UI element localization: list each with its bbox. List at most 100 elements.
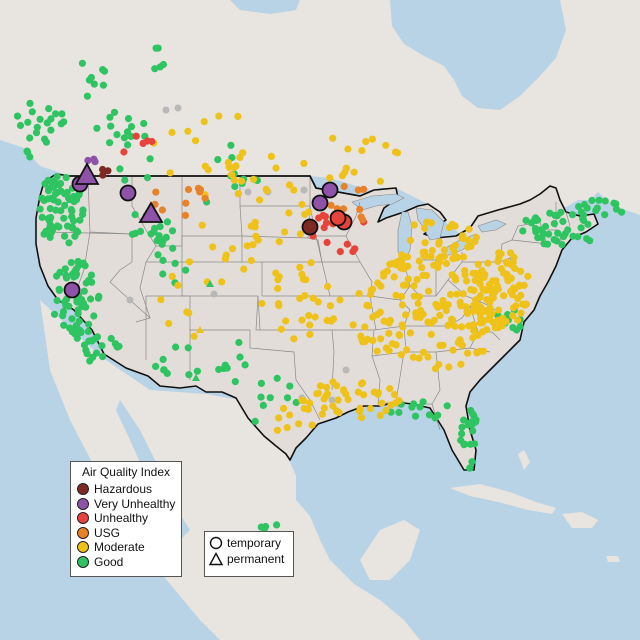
site-marker-good bbox=[73, 334, 81, 342]
site-marker-moderate bbox=[329, 315, 338, 323]
site-marker-hazardous bbox=[99, 171, 107, 179]
site-marker-moderate bbox=[324, 282, 332, 291]
site-marker-usg bbox=[356, 205, 364, 214]
site-marker-good bbox=[416, 403, 424, 411]
site-marker-good bbox=[231, 378, 239, 386]
site-marker-good bbox=[227, 141, 235, 149]
site-marker-moderate bbox=[290, 335, 298, 343]
site-marker-moderate bbox=[234, 190, 242, 198]
site-marker-good bbox=[16, 121, 25, 130]
site-marker-moderate bbox=[316, 382, 324, 390]
site-marker-good bbox=[241, 361, 249, 369]
circle-icon bbox=[209, 536, 223, 550]
site-marker-moderate bbox=[296, 294, 304, 303]
site-marker-moderate bbox=[489, 277, 497, 285]
site-marker-moderate bbox=[350, 168, 358, 176]
site-marker-moderate bbox=[283, 424, 291, 432]
site-marker-good bbox=[53, 296, 61, 305]
site-marker-good bbox=[60, 321, 68, 329]
site-marker-good bbox=[53, 272, 61, 280]
site-marker-moderate bbox=[300, 397, 308, 405]
site-marker-moderate bbox=[272, 164, 280, 172]
site-marker-moderate bbox=[318, 410, 326, 418]
site-marker-unhealthy bbox=[320, 224, 328, 232]
site-marker-moderate bbox=[335, 409, 343, 417]
site-marker-good bbox=[52, 206, 60, 214]
site-marker-good bbox=[68, 328, 76, 336]
site-marker-usg bbox=[184, 185, 193, 194]
site-marker-moderate bbox=[418, 264, 426, 272]
site-marker-moderate bbox=[369, 313, 377, 321]
site-marker-good bbox=[410, 400, 418, 408]
site-marker-permanent-good bbox=[206, 280, 214, 287]
puerto-rico bbox=[606, 556, 620, 562]
site-marker-good bbox=[273, 521, 281, 529]
site-marker-moderate bbox=[460, 253, 468, 261]
site-marker-good bbox=[75, 262, 83, 270]
site-marker-moderate bbox=[436, 311, 444, 319]
site-marker-moderate bbox=[445, 363, 453, 371]
site-marker-moderate bbox=[165, 319, 173, 328]
site-marker-good bbox=[159, 355, 167, 363]
good-swatch bbox=[77, 555, 89, 568]
site-marker-moderate bbox=[479, 319, 487, 327]
site-marker-good bbox=[466, 440, 475, 448]
site-marker-moderate bbox=[168, 128, 176, 136]
site-marker-good bbox=[74, 228, 82, 236]
site-marker-good bbox=[36, 205, 44, 213]
site-marker-moderate bbox=[320, 404, 328, 412]
site-marker-moderate bbox=[410, 282, 418, 290]
site-marker-moderate bbox=[391, 148, 400, 156]
site-marker-good bbox=[69, 217, 78, 225]
site-marker-good bbox=[580, 216, 588, 224]
site-marker-moderate bbox=[356, 407, 364, 415]
site-marker-moderate bbox=[305, 312, 313, 320]
site-marker-good bbox=[95, 292, 103, 300]
lake-superior bbox=[351, 193, 405, 211]
site-marker-good bbox=[158, 240, 166, 248]
site-marker-moderate bbox=[494, 306, 503, 314]
site-marker-good bbox=[55, 223, 63, 231]
site-marker-moderate bbox=[326, 174, 334, 182]
site-marker-moderate bbox=[515, 281, 524, 289]
site-marker-moderate bbox=[387, 401, 395, 409]
site-marker-moderate bbox=[395, 331, 403, 340]
site-marker-moderate bbox=[361, 323, 369, 331]
site-marker-moderate bbox=[406, 329, 414, 337]
legend-item-permanent: permanent bbox=[205, 551, 293, 567]
site-marker-vu bbox=[84, 156, 92, 165]
site-marker-good bbox=[61, 201, 69, 209]
site-marker-moderate bbox=[296, 263, 304, 271]
site-marker-good bbox=[26, 134, 34, 142]
site-marker-moderate bbox=[168, 272, 176, 280]
site-marker-good bbox=[38, 213, 46, 221]
site-marker-good bbox=[586, 237, 594, 245]
legend-label: temporary bbox=[227, 536, 282, 550]
site-marker-moderate bbox=[341, 168, 349, 177]
site-marker-moderate bbox=[497, 250, 505, 258]
site-marker-good bbox=[558, 241, 566, 249]
site-marker-moderate bbox=[385, 347, 393, 355]
site-marker-moderate bbox=[474, 260, 482, 268]
site-marker-moderate bbox=[183, 308, 191, 316]
arctic-inlet bbox=[230, 0, 300, 14]
site-marker-moderate bbox=[329, 134, 337, 142]
site-marker-moderate bbox=[218, 278, 226, 286]
site-marker-moderate bbox=[437, 253, 445, 261]
site-marker-good bbox=[550, 220, 559, 228]
site-marker-good bbox=[257, 523, 265, 531]
site-marker-moderate bbox=[472, 233, 480, 242]
site-marker-moderate bbox=[329, 378, 337, 386]
site-marker-good bbox=[65, 302, 73, 310]
site-marker-unhealthy bbox=[148, 137, 156, 146]
site-marker-good bbox=[136, 227, 145, 235]
site-marker-moderate bbox=[457, 360, 465, 368]
site-marker-moderate bbox=[377, 335, 385, 343]
site-marker-moderate bbox=[424, 318, 432, 326]
site-marker-moderate bbox=[419, 248, 427, 256]
site-marker-good bbox=[59, 308, 68, 316]
site-very-unhealthy-permanent bbox=[74, 162, 100, 185]
site-marker-moderate bbox=[392, 291, 400, 299]
site-marker-good bbox=[553, 212, 561, 220]
site-marker-good bbox=[151, 65, 159, 73]
